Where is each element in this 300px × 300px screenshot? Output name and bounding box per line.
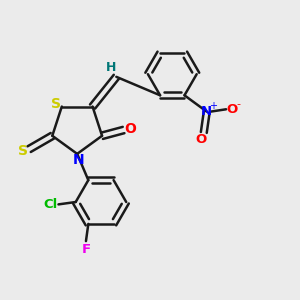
Text: O: O: [195, 133, 206, 146]
Text: +: +: [209, 101, 217, 111]
Text: N: N: [201, 105, 212, 118]
Text: N: N: [72, 153, 84, 167]
Text: O: O: [226, 103, 238, 116]
Text: H: H: [106, 61, 116, 74]
Text: Cl: Cl: [43, 198, 58, 211]
Text: S: S: [18, 144, 28, 158]
Text: S: S: [51, 97, 61, 111]
Text: -: -: [237, 99, 241, 109]
Text: F: F: [81, 243, 91, 256]
Text: O: O: [124, 122, 136, 136]
